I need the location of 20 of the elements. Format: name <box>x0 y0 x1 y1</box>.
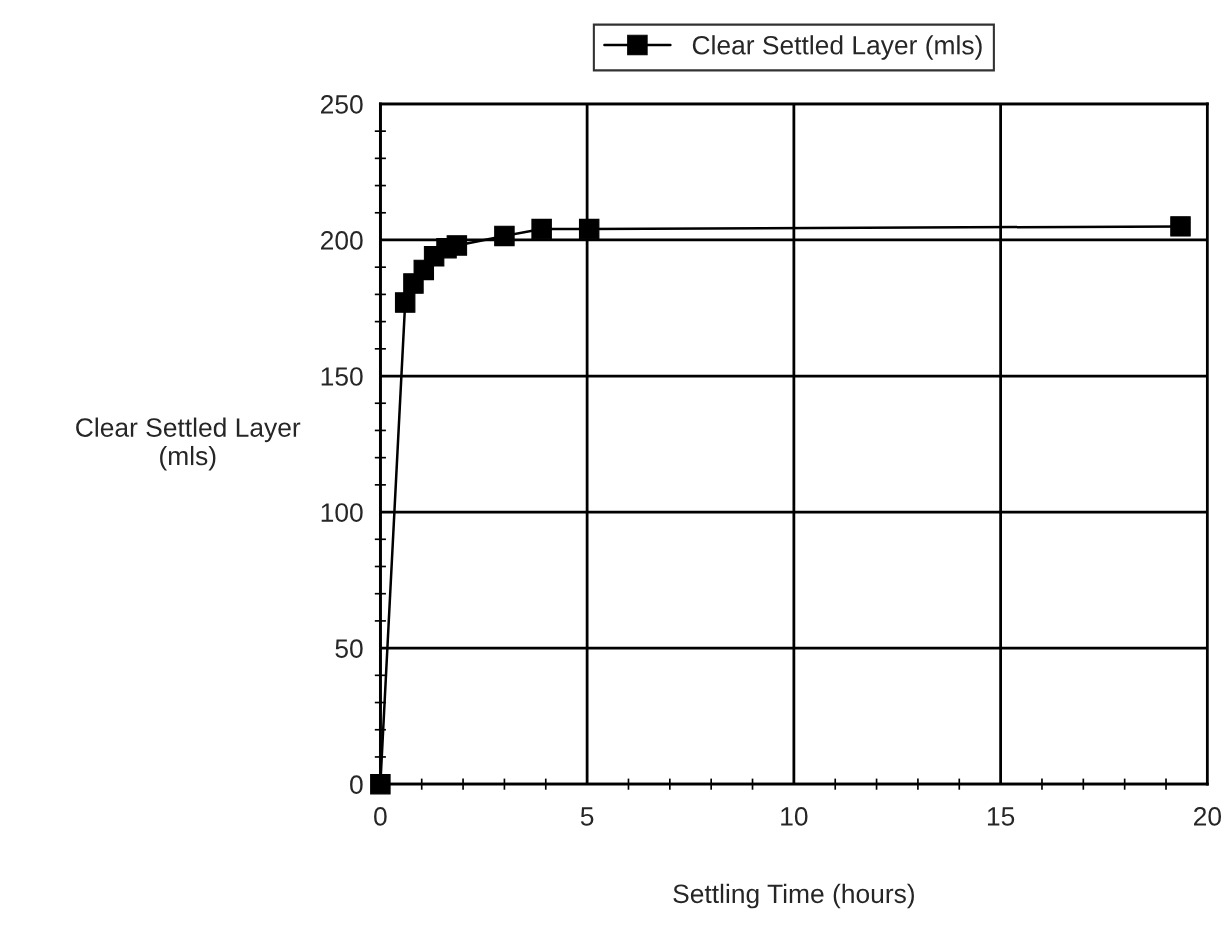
x-tick-label: 20 <box>1194 807 1222 826</box>
y-tick-label: 250 <box>321 95 363 114</box>
legend-label: Clear Settled Layer (mls) <box>692 35 982 60</box>
x-tick-label: 5 <box>580 807 594 826</box>
x-axis-title: Settling Time (hours) <box>673 883 914 909</box>
y-axis-title: Clear Settled Layer (mls) <box>76 417 301 471</box>
point <box>446 235 468 256</box>
point <box>394 292 416 313</box>
y-tick-label: 100 <box>321 503 363 522</box>
point <box>531 218 552 240</box>
y-tick-label: 200 <box>321 231 363 250</box>
x-tick-label: 0 <box>374 807 387 826</box>
x-tick-label: 10 <box>781 807 808 826</box>
x-tick-label: 15 <box>987 807 1015 826</box>
point <box>578 218 600 240</box>
point <box>494 225 515 247</box>
point <box>1170 216 1191 237</box>
y-tick-label: 150 <box>321 367 363 386</box>
y-tick-label: 50 <box>335 639 363 658</box>
y-tick-label: 0 <box>350 775 363 794</box>
